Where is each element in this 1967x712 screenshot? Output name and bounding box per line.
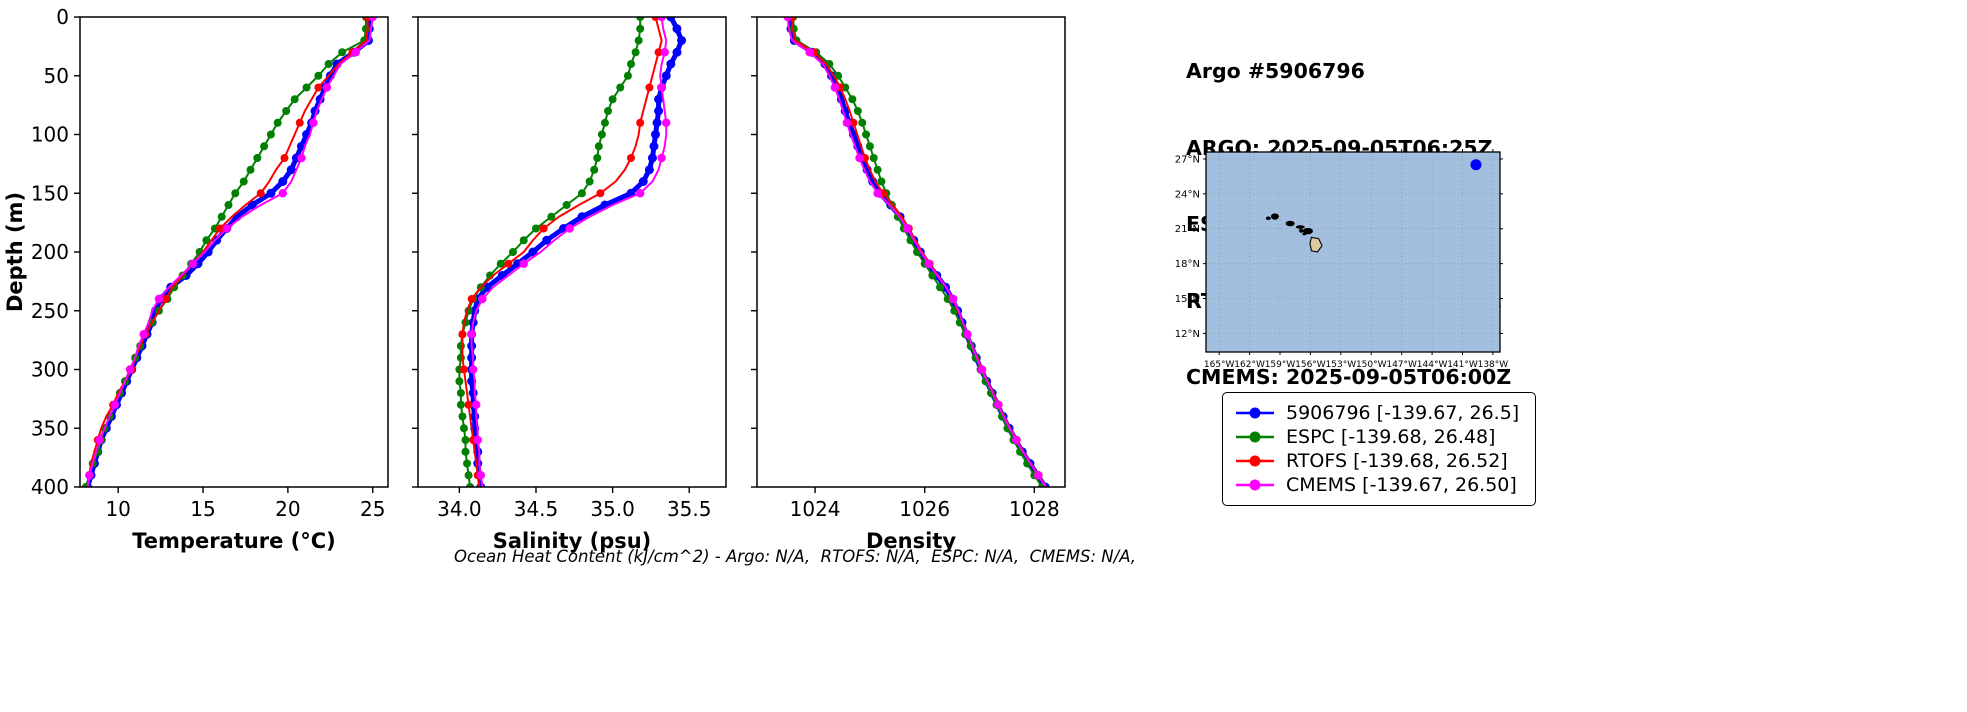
svg-text:0: 0	[56, 5, 69, 29]
svg-text:162°W: 162°W	[1234, 360, 1265, 370]
svg-text:147°W: 147°W	[1386, 360, 1417, 370]
legend-item-argo: 5906796 [-139.67, 26.5]	[1233, 402, 1519, 424]
svg-text:25: 25	[360, 497, 385, 521]
svg-text:138°W: 138°W	[1478, 360, 1509, 370]
legend-marker-espc-icon	[1236, 431, 1274, 443]
svg-text:1026: 1026	[899, 497, 950, 521]
svg-text:34.0: 34.0	[437, 497, 482, 521]
legend-item-espc: ESPC [-139.68, 26.48]	[1233, 426, 1519, 448]
svg-text:150: 150	[31, 181, 69, 205]
legend-marker-rtofs-icon	[1236, 455, 1274, 467]
legend-box: 5906796 [-139.67, 26.5] ESPC [-139.68, 2…	[1222, 392, 1537, 506]
legend-item-label: CMEMS [-139.67, 26.50]	[1286, 474, 1517, 496]
svg-text:20: 20	[275, 497, 300, 521]
legend-item-label: 5906796 [-139.67, 26.5]	[1286, 402, 1520, 424]
svg-text:35.0: 35.0	[590, 497, 635, 521]
svg-text:1028: 1028	[1009, 497, 1060, 521]
svg-text:10: 10	[105, 497, 130, 521]
svg-text:34.5: 34.5	[514, 497, 559, 521]
svg-text:300: 300	[31, 358, 69, 382]
svg-text:35.5: 35.5	[667, 497, 712, 521]
svg-text:27°N: 27°N	[1175, 154, 1200, 165]
svg-text:250: 250	[31, 299, 69, 323]
svg-text:159°W: 159°W	[1265, 360, 1296, 370]
svg-text:15°N: 15°N	[1175, 294, 1200, 305]
svg-text:18°N: 18°N	[1175, 259, 1200, 270]
svg-text:12°N: 12°N	[1175, 329, 1200, 340]
svg-text:Density: Density	[866, 529, 956, 553]
legend-item-label: RTOFS [-139.68, 26.52]	[1286, 450, 1508, 472]
svg-text:1024: 1024	[790, 497, 841, 521]
svg-text:Depth (m): Depth (m)	[3, 192, 27, 312]
svg-text:165°W: 165°W	[1204, 360, 1235, 370]
svg-text:21°N: 21°N	[1175, 224, 1200, 235]
title-line-cmems-time: CMEMS: 2025-09-05T06:00Z	[1186, 365, 1512, 389]
svg-text:Temperature (°C): Temperature (°C)	[132, 529, 335, 553]
svg-text:100: 100	[31, 123, 69, 147]
svg-text:156°W: 156°W	[1295, 360, 1326, 370]
svg-text:50: 50	[44, 64, 69, 88]
svg-text:150°W: 150°W	[1356, 360, 1387, 370]
svg-text:144°W: 144°W	[1417, 360, 1448, 370]
legend-marker-argo-icon	[1236, 407, 1274, 419]
svg-text:Salinity (psu): Salinity (psu)	[493, 529, 652, 553]
title-line-argo-id: Argo #5906796	[1186, 59, 1365, 83]
legend-item-rtofs: RTOFS [-139.68, 26.52]	[1233, 450, 1519, 472]
svg-text:24°N: 24°N	[1175, 189, 1200, 200]
legend-item-cmems: CMEMS [-139.67, 26.50]	[1233, 474, 1519, 496]
ohc-caption: Ocean Heat Content (kJ/cm^2) - Argo: N/A…	[453, 547, 1137, 566]
profile-charts: 10 15 20 25050100150200250300350400Temperat…	[3, 5, 1066, 553]
legend-item-label: ESPC [-139.68, 26.48]	[1286, 426, 1496, 448]
svg-text:153°W: 153°W	[1326, 360, 1357, 370]
svg-text:200: 200	[31, 240, 69, 264]
legend-marker-cmems-icon	[1236, 479, 1274, 491]
svg-text:141°W: 141°W	[1447, 360, 1478, 370]
svg-text:350: 350	[31, 416, 69, 440]
svg-text:400: 400	[31, 475, 69, 499]
location-map: 165°W 162°W 159°W 156°W 153°W 150°W 147°W 144°W…	[1175, 149, 1509, 370]
svg-text:15: 15	[190, 497, 215, 521]
